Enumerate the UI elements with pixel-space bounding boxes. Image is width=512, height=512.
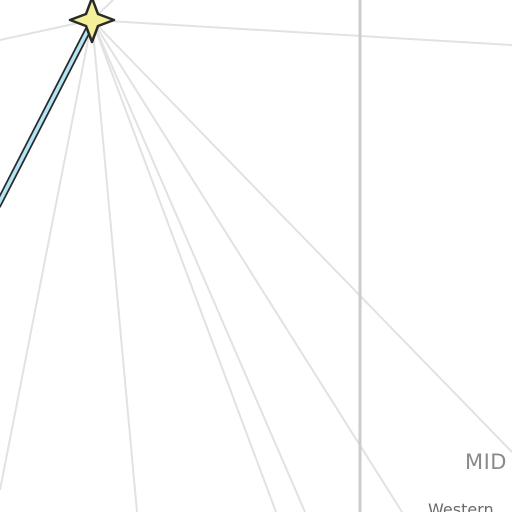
region-label: MID [465, 450, 507, 474]
connection-line [0, 19, 93, 491]
connection-line [91, 19, 306, 512]
connection-line [91, 19, 512, 46]
connection-line [91, 19, 512, 453]
highlighted-route[interactable] [0, 26, 92, 208]
connection-line [91, 19, 403, 512]
connection-line [91, 19, 138, 512]
four-point-star-icon[interactable] [68, 0, 116, 44]
connection-line [91, 19, 277, 512]
place-label: Western [428, 500, 494, 512]
